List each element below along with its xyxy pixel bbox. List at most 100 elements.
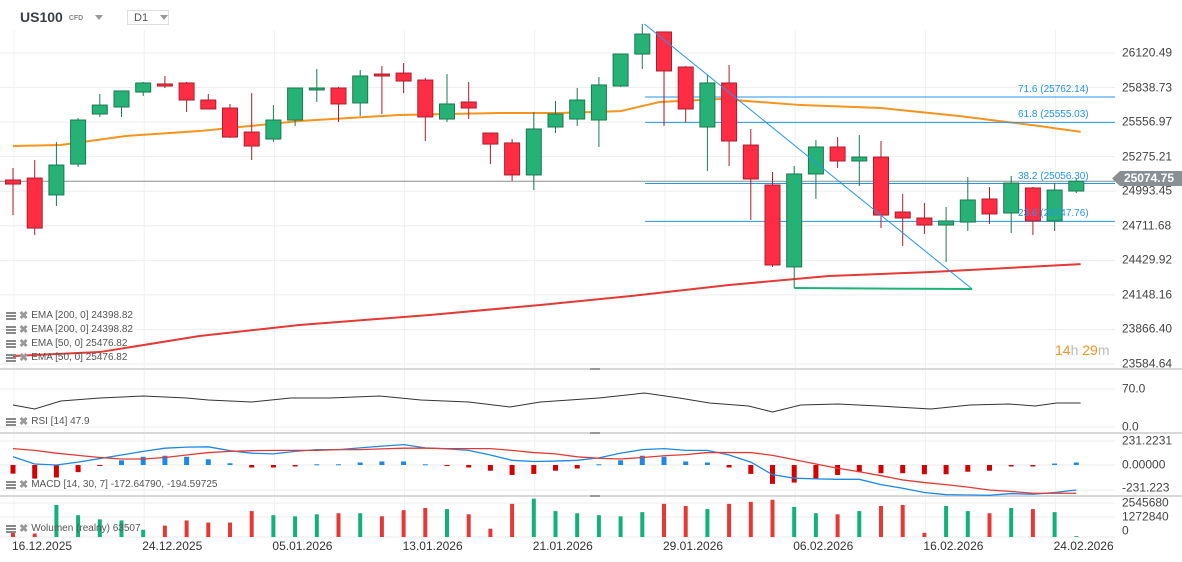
volume-bar [401,510,406,537]
candle [807,146,824,175]
legend-volume: ✖ Wolumen (realny) 63507 [6,523,141,535]
candle [504,142,521,176]
volume-bar [336,513,341,537]
price-axis-label: 24148.16 [1122,287,1173,302]
price-axis-label: 23866.40 [1122,321,1173,336]
volume-bar [705,509,710,537]
settings-icon[interactable] [6,481,16,489]
candle [569,99,586,120]
panel-resize-handle [590,495,600,497]
candle [851,156,868,162]
volume-axis-label: 0 [1122,523,1129,538]
volume-bar [531,498,536,537]
volume-bar [792,506,797,537]
candle [1068,180,1085,192]
last-price-label: 25074.75 [1112,171,1182,186]
volume-bar [857,511,862,537]
macd-histogram-bar [1073,462,1079,465]
macd-histogram-bar [75,465,81,473]
close-icon[interactable]: ✖ [19,310,29,322]
macd-histogram-bar [813,465,819,479]
close-icon[interactable]: ✖ [19,324,29,336]
volume-bar [813,513,818,537]
price-axis-label: 25838.73 [1122,80,1173,95]
macd-histogram-bar [704,462,710,465]
candle [200,99,217,110]
close-icon[interactable]: ✖ [19,352,29,364]
trendline [644,23,973,290]
volume-bar [11,532,15,537]
macd-histogram-bar [618,460,624,465]
candle [721,82,738,142]
candle [829,146,846,162]
volume-bar [32,533,37,537]
chevron-down-icon[interactable] [160,15,169,20]
support-line [794,287,973,291]
price-axis-label: 24993.45 [1122,183,1173,198]
timer-hours: 14 [1055,342,1071,358]
macd-histogram-bar [119,460,124,465]
candle [786,173,803,268]
price-axis-label: 25275.21 [1122,149,1173,164]
volume-bar [900,504,905,537]
macd-histogram-bar [249,465,255,468]
volume-bar [97,519,102,537]
close-icon[interactable]: ✖ [19,479,29,491]
settings-icon[interactable] [6,312,16,320]
date-axis-label: 16.02.2026 [923,539,984,553]
panel-resize-handle [590,368,600,370]
volume-bar [748,501,753,537]
settings-icon[interactable] [6,418,16,426]
volume-bar [488,528,493,537]
close-icon[interactable]: ✖ [19,523,29,535]
date-axis-label: 13.01.2026 [402,539,463,553]
candle [91,104,108,115]
macd-histogram-bar [553,465,558,471]
macd-axis-label: -231.223 [1122,480,1170,495]
settings-icon[interactable] [6,326,16,334]
candle [656,31,672,72]
chevron-down-icon[interactable] [95,14,104,20]
symbol-name: US100 [20,9,63,25]
volume-bar [879,506,883,537]
candle [243,131,260,147]
price-axis-label: 23584.64 [1122,356,1173,371]
timeframe-value: D1 [134,11,149,24]
volume-bar [249,511,254,537]
symbol-selector[interactable]: US100 CFD [20,9,104,25]
macd-histogram-bar [509,465,515,475]
settings-icon[interactable] [6,525,16,533]
date-axis-label: 24.12.2025 [142,539,203,553]
rsi-line [12,392,1081,413]
volume-bar [141,529,146,537]
candle [1024,187,1041,222]
macd-histogram-bar [53,465,59,478]
fib-level-label: 38.2 (25056.30) [1018,170,1089,182]
date-axis-label: 16.12.2025 [12,539,73,553]
candle [113,90,130,108]
macd-histogram-bar [921,465,927,475]
close-icon[interactable]: ✖ [19,416,29,428]
macd-histogram-bar [835,465,841,475]
macd-histogram-bar [791,465,797,483]
macd-histogram-bar [1030,465,1036,467]
settings-icon[interactable] [6,340,16,348]
macd-histogram-bar [227,463,233,465]
macd-histogram-bar [140,456,146,465]
settings-icon[interactable] [6,354,16,362]
timeframe-select[interactable]: D1 [127,10,169,25]
price-axis-label: 25556.97 [1122,114,1173,129]
timer-hours-unit: h [1070,342,1079,358]
candle [5,179,21,185]
candle [156,83,173,87]
volume-bar [640,512,645,537]
candle [547,113,564,128]
close-icon[interactable]: ✖ [19,338,29,350]
candle [373,73,390,77]
legend-text: EMA [200, 0] 24398.82 [31,324,133,335]
macd-histogram-bar [379,461,385,465]
macd-histogram-bar [987,465,992,471]
macd-histogram-bar [97,465,103,466]
legend-text: EMA [50, 0] 25476.82 [31,338,128,349]
